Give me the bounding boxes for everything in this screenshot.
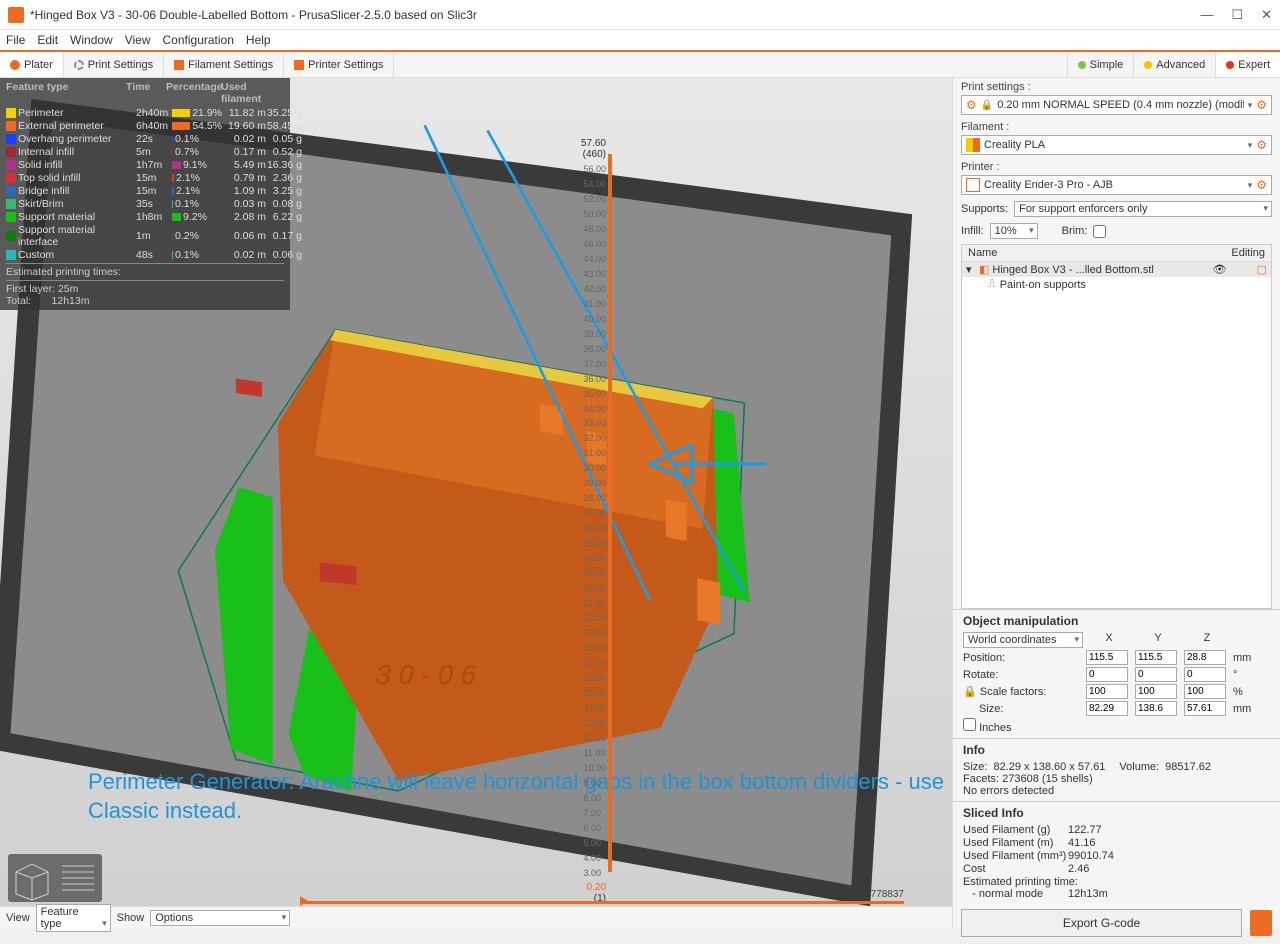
- pos-x[interactable]: [1086, 650, 1128, 665]
- menu-configuration[interactable]: Configuration: [163, 33, 234, 47]
- svg-text:3 0 - 0 6: 3 0 - 0 6: [373, 659, 479, 690]
- main-toolbar: Plater Print Settings Filament Settings …: [0, 50, 1280, 78]
- print-settings-combo[interactable]: ⚙ 🔒 0.20 mm NORMAL SPEED (0.4 mm nozzle)…: [961, 95, 1272, 115]
- rot-x[interactable]: [1086, 667, 1128, 682]
- supports-label: Supports:: [961, 203, 1008, 215]
- infill-combo[interactable]: 10%: [990, 223, 1038, 239]
- filament-combo[interactable]: Creality PLA▾ ⚙: [961, 135, 1272, 155]
- edit-icon[interactable]: ▢: [1257, 263, 1267, 276]
- right-panel: Print settings : ⚙ 🔒 0.20 mm NORMAL SPEE…: [952, 78, 1280, 928]
- rot-z[interactable]: [1184, 667, 1226, 682]
- printer-icon: [294, 60, 304, 70]
- brim-checkbox[interactable]: [1093, 225, 1106, 238]
- object-list: NameEditing ▾ ◧ Hinged Box V3 - ...lled …: [961, 244, 1272, 609]
- edit-icon[interactable]: ⚙: [1256, 138, 1267, 152]
- sd-export-icon[interactable]: [1250, 910, 1272, 936]
- size-y[interactable]: [1135, 701, 1177, 716]
- horizontal-slider[interactable]: [300, 901, 904, 904]
- filament-icon: [174, 60, 184, 70]
- sliced-info-title: Sliced Info: [963, 806, 1270, 820]
- menu-view[interactable]: View: [125, 33, 151, 47]
- close-button[interactable]: ✕: [1261, 7, 1272, 23]
- rot-y[interactable]: [1135, 667, 1177, 682]
- scale-x[interactable]: [1086, 684, 1128, 699]
- layer-slider[interactable]: 57.60 (460) 56.0054.0052.0050.0048.0046.…: [574, 138, 618, 904]
- printer-combo[interactable]: Creality Ender-3 Pro - AJB▾ ⚙: [961, 175, 1272, 195]
- object-child-row[interactable]: ⎍ Paint-on supports: [962, 277, 1271, 292]
- gear-icon: ⚙: [966, 98, 977, 112]
- size-x[interactable]: [1086, 701, 1128, 716]
- scale-y[interactable]: [1135, 684, 1177, 699]
- scale-z[interactable]: [1184, 684, 1226, 699]
- tab-print-settings[interactable]: Print Settings: [64, 52, 164, 77]
- coords-combo[interactable]: World coordinates: [963, 632, 1083, 648]
- print-settings-label: Print settings :: [961, 81, 1272, 93]
- counter-right: 778837: [871, 889, 904, 900]
- pos-z[interactable]: [1184, 650, 1226, 665]
- view-label: View: [6, 912, 30, 924]
- menu-edit[interactable]: Edit: [37, 33, 58, 47]
- mode-expert[interactable]: Expert: [1215, 52, 1280, 77]
- tab-printer-settings[interactable]: Printer Settings: [284, 52, 394, 77]
- titlebar: *Hinged Box V3 - 30-06 Double-Labelled B…: [0, 0, 1280, 30]
- object-row[interactable]: ▾ ◧ Hinged Box V3 - ...lled Bottom.stl 👁…: [962, 262, 1271, 277]
- maximize-button[interactable]: ☐: [1231, 7, 1243, 23]
- lock-icon: 🔒: [981, 100, 993, 111]
- dot-icon: [1078, 61, 1086, 69]
- mode-advanced[interactable]: Advanced: [1133, 52, 1215, 77]
- visibility-icon[interactable]: 👁: [1213, 263, 1227, 276]
- object-manipulation-title: Object manipulation: [963, 614, 1270, 628]
- dot-icon: [1226, 61, 1234, 69]
- view-bottom-bar: View Feature type Show Options: [0, 906, 952, 928]
- info-title: Info: [963, 743, 1270, 757]
- annotation-text: Perimeter Generator: Arachne will leave …: [88, 768, 952, 825]
- support-icon: ⎍: [988, 278, 996, 291]
- view-combo[interactable]: Feature type: [36, 904, 111, 932]
- gear-icon: [74, 60, 84, 70]
- menubar: File Edit Window View Configuration Help: [0, 30, 1280, 50]
- supports-combo[interactable]: For support enforcers only: [1014, 201, 1272, 217]
- filament-color-icon: [966, 138, 980, 152]
- filament-label: Filament :: [961, 121, 1272, 133]
- edit-icon[interactable]: ⚙: [1256, 98, 1267, 112]
- inches-checkbox[interactable]: [963, 718, 976, 731]
- 3d-viewport[interactable]: 3 0 - 0 6 Feature typeTimePercentageUsed…: [0, 78, 952, 928]
- edit-icon[interactable]: ⚙: [1256, 178, 1267, 192]
- window-title: *Hinged Box V3 - 30-06 Double-Labelled B…: [30, 8, 1200, 22]
- menu-window[interactable]: Window: [70, 33, 113, 47]
- printer-icon: [966, 178, 980, 192]
- size-z[interactable]: [1184, 701, 1226, 716]
- minimize-button[interactable]: —: [1200, 7, 1213, 23]
- menu-file[interactable]: File: [6, 33, 25, 47]
- dot-icon: [1144, 61, 1152, 69]
- tab-filament-settings[interactable]: Filament Settings: [164, 52, 284, 77]
- tab-plater[interactable]: Plater: [0, 52, 64, 77]
- printer-label: Printer :: [961, 161, 1272, 173]
- export-gcode-button[interactable]: Export G-code: [961, 909, 1242, 937]
- brim-label: Brim:: [1062, 225, 1088, 237]
- infill-label: Infill:: [961, 225, 984, 237]
- mode-simple[interactable]: Simple: [1067, 52, 1134, 77]
- feature-legend: Feature typeTimePercentageUsed filament …: [0, 78, 290, 310]
- show-label: Show: [117, 912, 145, 924]
- pos-y[interactable]: [1135, 650, 1177, 665]
- view-cube[interactable]: [8, 854, 102, 902]
- cube-icon: ◧: [979, 263, 989, 276]
- app-icon: [8, 7, 24, 23]
- show-combo[interactable]: Options: [150, 910, 290, 926]
- plater-icon: [10, 60, 20, 70]
- menu-help[interactable]: Help: [246, 33, 271, 47]
